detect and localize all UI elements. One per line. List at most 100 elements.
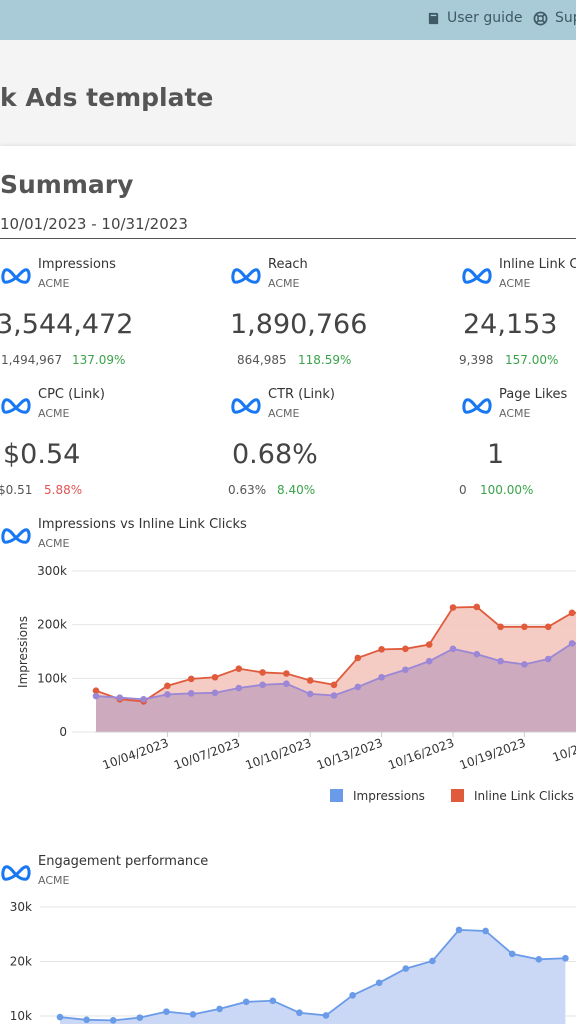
meta-logo-icon <box>1 398 31 414</box>
metric-source: ACME <box>268 277 300 290</box>
legend-label-impressions: Impressions <box>353 789 425 803</box>
metric-name: CTR (Link) <box>268 387 335 402</box>
data-point-inline-link-clicks <box>259 669 266 676</box>
data-point-inline-link-clicks <box>568 609 576 617</box>
legend-swatch-impressions <box>330 789 343 802</box>
data-point-impressions <box>473 650 481 658</box>
data-point-inline-link-clicks <box>473 603 481 611</box>
metric-source: ACME <box>38 277 70 290</box>
data-point-impressions <box>164 691 171 698</box>
metric-change: 5.88% <box>44 483 83 497</box>
data-point-impressions <box>402 666 409 674</box>
metric-change: 100.00% <box>480 483 534 497</box>
support-link[interactable]: Sup <box>533 10 576 26</box>
y-tick-label: 100k <box>37 671 67 685</box>
data-point-engagement <box>349 991 356 999</box>
chart-title: Impressions vs Inline Link Clicks <box>38 517 247 532</box>
data-point-impressions <box>568 640 576 647</box>
y-tick-label: 10k <box>10 1009 32 1023</box>
metric-impressions: Impressions ACME 3,544,472 1,494,967 137… <box>0 257 230 372</box>
data-point-engagement <box>216 1005 223 1013</box>
x-tick-label: 10/04/2023 <box>101 736 171 773</box>
data-point-impressions <box>283 680 290 687</box>
metric-previous: 9,398 <box>459 353 494 367</box>
user-guide-label: User guide <box>447 10 523 26</box>
report-card: Summary 10/01/2023 - 10/31/2023 Impressi… <box>0 146 576 1024</box>
data-point-impressions <box>521 661 528 668</box>
data-point-inline-link-clicks <box>449 604 457 611</box>
data-point-inline-link-clicks <box>497 623 504 631</box>
date-range: 10/01/2023 - 10/31/2023 <box>0 215 188 233</box>
y-tick-label: 30k <box>10 900 32 914</box>
data-point-impressions <box>330 692 338 699</box>
meta-logo-icon <box>1 865 31 881</box>
data-point-inline-link-clicks <box>402 645 409 653</box>
metric-name: Page Likes <box>499 387 568 402</box>
data-point-impressions <box>235 684 243 692</box>
metric-change: 8.40% <box>277 483 316 497</box>
data-point-engagement <box>136 1014 144 1021</box>
data-point-impressions <box>449 645 457 653</box>
metric-change: 137.09% <box>72 353 126 367</box>
metric-value: 0.68% <box>232 439 318 470</box>
chart-subtitle: ACME <box>38 537 70 550</box>
user-guide-link[interactable]: User guide <box>427 10 523 26</box>
data-point-impressions <box>187 690 195 697</box>
metric-source: ACME <box>38 407 70 420</box>
data-point-engagement <box>535 956 543 963</box>
series-line-inline-link-clicks <box>95 606 576 703</box>
data-point-engagement <box>189 1011 197 1018</box>
metric-name: Reach <box>268 257 308 272</box>
data-point-impressions <box>306 690 314 698</box>
metric-ctr-link: CTR (Link) ACME 0.68% 0.63% 8.40% <box>228 387 460 502</box>
data-point-inline-link-clicks <box>306 677 314 684</box>
data-point-impressions <box>140 695 147 703</box>
data-point-engagement <box>375 979 383 987</box>
data-point-inline-link-clicks <box>164 682 171 690</box>
metric-source: ACME <box>499 277 531 290</box>
meta-logo-icon <box>1 528 31 544</box>
data-point-inline-link-clicks <box>187 675 195 683</box>
metric-value: 24,153 <box>463 309 558 340</box>
data-point-impressions <box>211 689 219 697</box>
metric-value: 1,890,766 <box>230 309 368 340</box>
data-point-inline-link-clicks <box>283 670 290 677</box>
data-point-engagement <box>296 1009 303 1017</box>
metric-value: $0.54 <box>3 439 81 470</box>
chart-title: Engagement performance <box>38 854 209 869</box>
data-point-inline-link-clicks <box>521 623 528 631</box>
x-tick-label: 10/22/2 <box>551 736 576 765</box>
x-tick-label: 10/07/2023 <box>172 736 242 773</box>
data-point-inline-link-clicks <box>544 623 552 631</box>
meta-logo-icon <box>231 268 261 284</box>
data-point-inline-link-clicks <box>378 646 385 653</box>
metric-previous: 864,985 <box>237 353 287 367</box>
data-point-inline-link-clicks <box>425 641 433 648</box>
book-icon <box>428 12 439 24</box>
metric-name: CPC (Link) <box>38 387 105 402</box>
meta-logo-icon <box>231 398 261 414</box>
metric-page-likes: Page Likes ACME 1 0 100.00% <box>459 387 576 502</box>
data-point-engagement <box>109 1017 117 1024</box>
meta-logo-icon <box>1 268 31 284</box>
chart-subtitle: ACME <box>38 874 70 887</box>
data-point-impressions <box>544 655 552 663</box>
y-axis-label: Impressions <box>16 616 30 688</box>
series-line-impressions <box>95 642 576 701</box>
y-tick-label: 20k <box>10 955 32 969</box>
metric-value: 3,544,472 <box>0 309 134 340</box>
top-bar: User guide Sup <box>0 0 576 40</box>
data-point-impressions <box>497 657 504 665</box>
metric-source: ACME <box>499 407 531 420</box>
data-point-inline-link-clicks <box>354 654 362 662</box>
metric-change: 157.00% <box>505 353 559 367</box>
x-tick-label: 10/10/2023 <box>243 736 313 773</box>
data-point-impressions <box>425 657 433 665</box>
summary-divider <box>0 238 576 239</box>
data-point-engagement <box>56 1013 64 1021</box>
series-area-impressions <box>96 643 576 732</box>
data-point-engagement <box>482 927 489 935</box>
metric-previous: 1,494,967 <box>1 353 63 367</box>
metric-previous: 0.63% <box>228 483 267 497</box>
metric-source: ACME <box>268 407 300 420</box>
